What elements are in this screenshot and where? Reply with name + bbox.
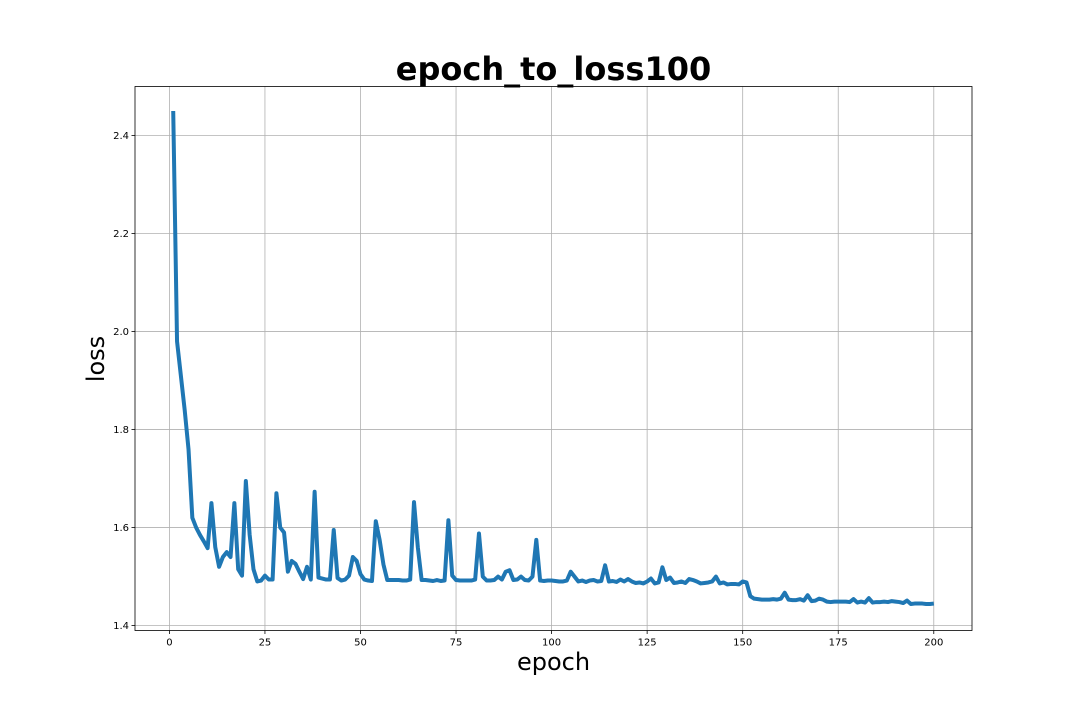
- series-line-loss: [171, 110, 935, 607]
- y-tick-label: 1.4: [113, 621, 129, 632]
- y-axis-label: loss: [82, 336, 110, 382]
- x-tick-label: 125: [638, 638, 657, 649]
- y-tick-label: 2.0: [113, 327, 129, 338]
- x-tick-label: 200: [924, 638, 943, 649]
- grid-lines: [135, 86, 972, 631]
- x-tick-label: 25: [259, 638, 272, 649]
- x-tick-label: 0: [166, 638, 172, 649]
- y-tick-label: 2.4: [113, 131, 129, 142]
- series-layer: [171, 110, 935, 607]
- x-axis-label: epoch: [517, 648, 590, 676]
- x-tick-label: 75: [450, 638, 463, 649]
- x-tick-label: 175: [829, 638, 848, 649]
- chart-title: epoch_to_loss100: [396, 50, 711, 88]
- y-tick-label: 1.8: [113, 425, 129, 436]
- x-tick-label: 100: [542, 638, 561, 649]
- axis-ticks: 0 25 50 75 100 125 150 175 200 1.4 1.6 1.8 2.0 2.2 2.4: [113, 131, 943, 648]
- y-tick-label: 1.6: [113, 523, 129, 534]
- x-tick-label: 50: [354, 638, 367, 649]
- plot-frame: [134, 86, 973, 631]
- y-tick-label: 2.2: [113, 229, 129, 240]
- x-tick-label: 150: [733, 638, 752, 649]
